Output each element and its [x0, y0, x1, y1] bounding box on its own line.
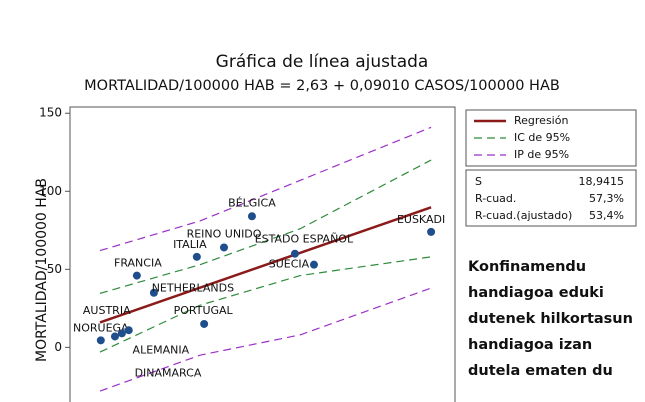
data-point	[192, 252, 201, 261]
data-point	[124, 326, 133, 335]
point-label: AUSTRIA	[83, 304, 131, 317]
stat-name: S	[475, 175, 482, 188]
stat-value: 57,3%	[589, 192, 624, 205]
stats-box	[465, 169, 637, 227]
point-label: DINAMARCA	[135, 366, 202, 379]
fit-line	[99, 287, 432, 392]
chart-title: Gráfica de línea ajustada	[216, 52, 429, 72]
data-point	[247, 212, 256, 221]
stat-value: 53,4%	[589, 209, 624, 222]
y-tick-label: 100	[39, 184, 62, 198]
legend-label: IP de 95%	[514, 148, 569, 161]
annotation: handiagoa eduki	[468, 285, 604, 301]
legend-label: Regresión	[514, 114, 568, 127]
data-point	[110, 332, 119, 341]
point-label: PORTUGAL	[174, 304, 234, 317]
y-tick-label: 0	[54, 340, 62, 354]
point-label: ALEMANIA	[133, 343, 190, 356]
plot-frame	[69, 106, 456, 402]
point-label: EUSKADI	[397, 213, 445, 226]
annotation: handiagoa izan	[468, 337, 592, 353]
data-point	[290, 249, 299, 258]
y-tick-label: 150	[39, 106, 62, 120]
data-point	[117, 329, 126, 338]
annotation: dutela ematen du	[468, 363, 613, 379]
data-point	[200, 319, 209, 328]
point-label: NETHERLANDS	[152, 282, 234, 295]
point-label: NORUEGA	[73, 321, 129, 334]
data-point	[96, 336, 105, 345]
annotation: dutenek hilkortasun	[468, 311, 633, 327]
stat-name: R-cuad.(ajustado)	[475, 209, 572, 222]
y-tick-label: 50	[47, 262, 62, 276]
point-label: REINO UNIDO	[187, 227, 262, 240]
data-point	[220, 243, 228, 252]
y-axis-label: MORTALIDAD/100000 HAB	[34, 178, 50, 362]
stat-value: 18,9415	[579, 175, 625, 188]
point-label: FRANCIA	[114, 257, 162, 270]
chart-subtitle: MORTALIDAD/100000 HAB = 2,63 + 0,09010 C…	[84, 78, 560, 94]
point-label: BÉLGICA	[228, 196, 276, 209]
data-point	[149, 288, 158, 297]
fit-line	[99, 126, 432, 252]
point-label: ITALIA	[173, 238, 207, 251]
data-point	[427, 227, 436, 236]
legend-label: IC de 95%	[514, 131, 570, 144]
fit-line	[99, 159, 432, 294]
fit-line	[99, 206, 432, 324]
point-label: SUECIA	[269, 258, 310, 271]
annotation: Konfinamendu	[468, 259, 586, 275]
stat-name: R-cuad.	[475, 192, 516, 205]
data-point	[309, 260, 318, 269]
fit-line	[99, 256, 432, 353]
data-point	[132, 271, 141, 280]
point-label: ESTADO ESPAÑOL	[255, 233, 354, 246]
